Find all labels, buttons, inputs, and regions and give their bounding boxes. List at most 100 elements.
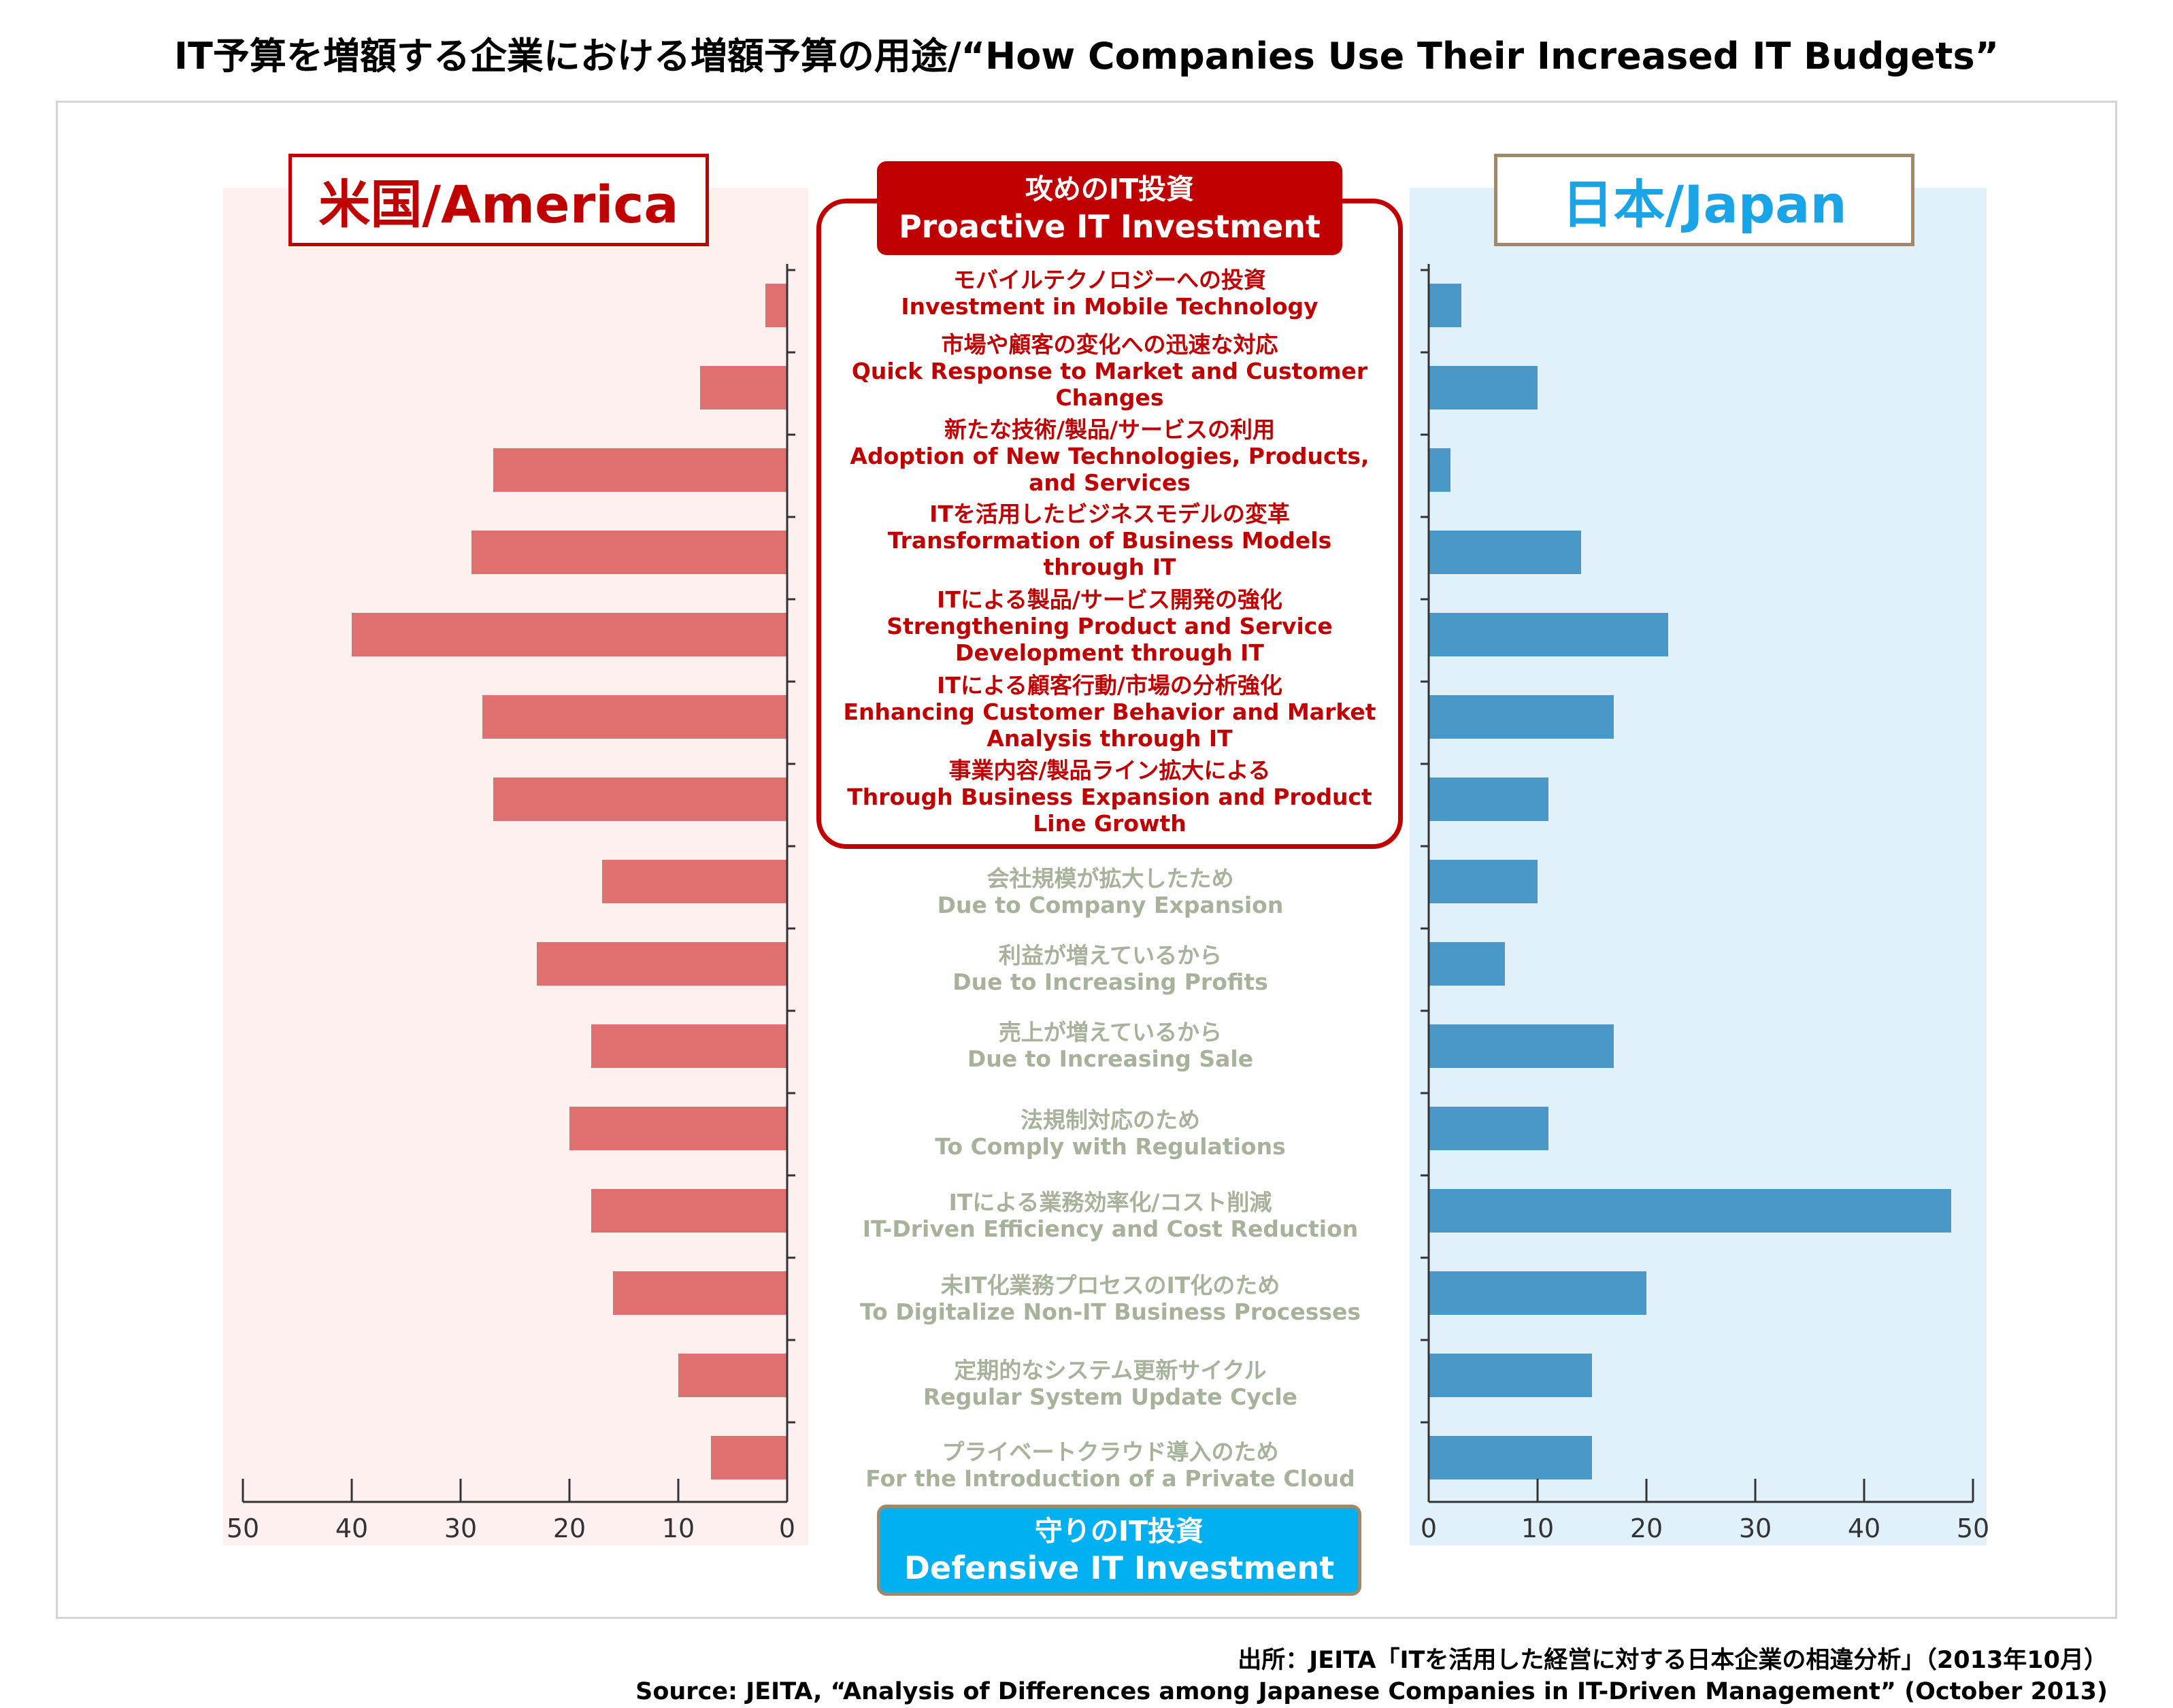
category-label-jp: ITによる顧客行動/市場の分析強化 bbox=[937, 672, 1282, 699]
japan-tick-label: 40 bbox=[1848, 1513, 1880, 1543]
japan-bar bbox=[1429, 1024, 1614, 1068]
category-label-jp: 定期的なシステム更新サイクル bbox=[954, 1357, 1267, 1384]
proactive-group-title-jp: 攻めのIT投資 bbox=[1025, 173, 1195, 205]
japan-bar bbox=[1429, 942, 1505, 986]
japan-bar bbox=[1429, 860, 1538, 903]
category-label-en: To Comply with Regulations bbox=[935, 1133, 1286, 1160]
america-panel-label: 米国/America bbox=[288, 154, 709, 246]
japan-bar bbox=[1429, 613, 1668, 656]
category-label-jp: ITを活用したビジネスモデルの変革 bbox=[929, 501, 1290, 527]
chart-title: IT予算を増額する企業における増額予算の用途/“How Companies Us… bbox=[173, 35, 2000, 78]
category-label: ITによる業務効率化/コスト削減 IT-Driven Efficiency and… bbox=[838, 1189, 1382, 1242]
category-label-jp: プライベートクラウド導入のため bbox=[942, 1439, 1279, 1465]
japan-bar bbox=[1429, 777, 1548, 821]
america-bar bbox=[493, 448, 787, 492]
category-label-jp: ITによる製品/サービス開発の強化 bbox=[937, 586, 1282, 613]
category-label-en: Transformation of Business Models throug… bbox=[887, 527, 1332, 580]
japan-bar bbox=[1429, 1189, 1951, 1233]
japan-tick-label: 10 bbox=[1521, 1513, 1554, 1543]
category-label-en: Due to Company Expansion bbox=[937, 892, 1284, 918]
category-label: 利益が増えているから Due to Increasing Profits bbox=[838, 942, 1382, 995]
america-bar bbox=[591, 1024, 787, 1068]
category-label-en: Regular System Update Cycle bbox=[923, 1384, 1298, 1410]
category-label-en: Enhancing Customer Behavior and Market A… bbox=[843, 699, 1376, 752]
japan-bar bbox=[1429, 366, 1538, 409]
category-label: 定期的なシステム更新サイクル Regular System Update Cycl… bbox=[838, 1357, 1382, 1410]
category-label-en: Strengthening Product and Service Develo… bbox=[886, 613, 1333, 666]
japan-bar bbox=[1429, 1354, 1592, 1397]
america-bar bbox=[591, 1189, 787, 1233]
america-bar bbox=[352, 613, 787, 656]
japan-bar bbox=[1429, 284, 1461, 327]
category-label-en: Due to Increasing Profits bbox=[952, 969, 1268, 995]
category-label-jp: ITによる業務効率化/コスト削減 bbox=[948, 1189, 1272, 1216]
japan-bar bbox=[1429, 1436, 1592, 1479]
category-label-jp: 未IT化業務プロセスのIT化のため bbox=[940, 1272, 1280, 1299]
category-label-jp: 会社規模が拡大したため bbox=[986, 865, 1234, 892]
japan-tick-label: 30 bbox=[1739, 1513, 1772, 1543]
america-bar bbox=[613, 1271, 787, 1315]
category-label: 事業内容/製品ライン拡大による Through Business Expansio… bbox=[841, 757, 1378, 837]
source-note-jp: 出所：JEITA「ITを活用した経営に対する日本企業の相違分析」（2013年10… bbox=[1238, 1647, 2108, 1674]
defensive-group-title-en: Defensive IT Investment bbox=[903, 1550, 1335, 1586]
japan-bar bbox=[1429, 695, 1614, 739]
chart-frame bbox=[56, 101, 2117, 1619]
america-tick-label: 50 bbox=[227, 1513, 259, 1543]
japan-panel-label: 日本/Japan bbox=[1494, 154, 1914, 246]
category-label: 市場や顧客の変化への迅速な対応 Quick Response to Market … bbox=[841, 331, 1378, 411]
category-label-jp: 利益が増えているから bbox=[998, 942, 1223, 969]
america-bar bbox=[493, 777, 787, 821]
america-bar bbox=[765, 284, 787, 327]
america-bar bbox=[678, 1354, 787, 1397]
japan-bar bbox=[1429, 448, 1450, 492]
america-tick-label: 10 bbox=[662, 1513, 695, 1543]
america-tick-label: 0 bbox=[779, 1513, 795, 1543]
america-bar bbox=[700, 366, 787, 409]
category-label-jp: 市場や顧客の変化への迅速な対応 bbox=[941, 331, 1278, 358]
source-note: 出所：JEITA「ITを活用した経営に対する日本企業の相違分析」（2013年10… bbox=[635, 1645, 2108, 1707]
america-bar bbox=[569, 1107, 787, 1150]
category-label: 法規制対応のため To Comply with Regulations bbox=[838, 1107, 1382, 1160]
category-label-en: To Digitalize Non-IT Business Processes bbox=[859, 1299, 1361, 1325]
category-label-en: Investment in Mobile Technology bbox=[901, 293, 1318, 320]
america-bar bbox=[537, 942, 787, 986]
category-label: 未IT化業務プロセスのIT化のため To Digitalize Non-IT Bu… bbox=[838, 1272, 1382, 1325]
defensive-group-header: 守りのIT投資 Defensive IT Investment bbox=[877, 1505, 1361, 1596]
category-label: ITを活用したビジネスモデルの変革 Transformation of Busin… bbox=[841, 501, 1378, 580]
category-label-jp: 事業内容/製品ライン拡大による bbox=[948, 757, 1271, 784]
category-label-jp: 売上が増えているから bbox=[998, 1019, 1223, 1045]
category-label-en: Adoption of New Technologies, Products, … bbox=[850, 443, 1370, 496]
category-label: ITによる製品/サービス開発の強化 Strengthening Product a… bbox=[841, 586, 1378, 666]
america-bar bbox=[602, 860, 787, 903]
proactive-group-title-en: Proactive IT Investment bbox=[898, 208, 1321, 245]
proactive-group-header: 攻めのIT投資 Proactive IT Investment bbox=[877, 161, 1342, 255]
japan-tick-label: 50 bbox=[1957, 1513, 1989, 1543]
america-bar bbox=[711, 1436, 787, 1479]
category-label-en: For the Introduction of a Private Cloud bbox=[865, 1465, 1355, 1492]
japan-bar bbox=[1429, 1271, 1646, 1315]
category-label-en: IT-Driven Efficiency and Cost Reduction bbox=[862, 1216, 1359, 1242]
category-label: ITによる顧客行動/市場の分析強化 Enhancing Customer Beha… bbox=[841, 672, 1378, 752]
category-label-en: Through Business Expansion and Product L… bbox=[847, 784, 1372, 837]
category-label: 売上が増えているから Due to Increasing Sale bbox=[838, 1019, 1382, 1072]
category-label-jp: 法規制対応のため bbox=[1021, 1107, 1200, 1133]
proactive-group-box bbox=[816, 199, 1403, 849]
america-tick-label: 30 bbox=[444, 1513, 477, 1543]
category-label-jp: モバイルテクノロジーへの投資 bbox=[952, 267, 1267, 293]
category-label: 会社規模が拡大したため Due to Company Expansion bbox=[838, 865, 1382, 918]
category-label: 新たな技術/製品/サービスの利用 Adoption of New Technolo… bbox=[841, 416, 1378, 496]
japan-tick-label: 20 bbox=[1630, 1513, 1663, 1543]
category-label: モバイルテクノロジーへの投資 Investment in Mobile Techn… bbox=[841, 267, 1378, 320]
category-label-en: Due to Increasing Sale bbox=[967, 1045, 1254, 1072]
category-label: プライベートクラウド導入のため For the Introduction of a… bbox=[838, 1439, 1382, 1492]
america-bar bbox=[471, 531, 787, 574]
japan-bar bbox=[1429, 531, 1581, 574]
america-bar bbox=[482, 695, 787, 739]
japan-bar bbox=[1429, 1107, 1548, 1150]
source-note-en: Source: JEITA, “Analysis of Differences … bbox=[635, 1678, 2108, 1705]
defensive-group-title-jp: 守りのIT投資 bbox=[1034, 1515, 1204, 1547]
category-label-en: Quick Response to Market and Customer Ch… bbox=[851, 358, 1368, 411]
japan-tick-label: 0 bbox=[1421, 1513, 1437, 1543]
category-label-jp: 新たな技術/製品/サービスの利用 bbox=[944, 416, 1276, 443]
